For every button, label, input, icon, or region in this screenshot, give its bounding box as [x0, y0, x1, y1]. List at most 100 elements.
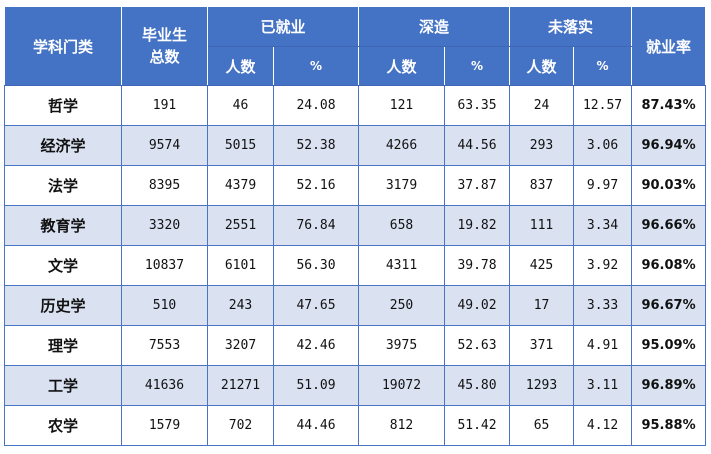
- header-not-placed: 未落实: [509, 6, 633, 47]
- cell-unplaced-percent: 9.97: [573, 165, 633, 206]
- table-row: 法学 8395 4379 52.16 3179 37.87 837 9.97 9…: [4, 165, 707, 206]
- cell-subject: 哲学: [4, 85, 122, 126]
- cell-unplaced-percent: 4.12: [573, 405, 633, 446]
- cell-employed-count: 6101: [207, 245, 274, 286]
- cell-employed-percent: 24.08: [272, 85, 360, 126]
- cell-employment-rate: 95.09%: [631, 325, 707, 366]
- cell-study-count: 19072: [358, 365, 446, 406]
- cell-employed-count: 21271: [207, 365, 274, 406]
- cell-total: 9574: [121, 125, 208, 166]
- cell-unplaced-count: 24: [509, 85, 575, 126]
- cell-subject: 农学: [4, 405, 122, 446]
- cell-total: 7553: [121, 325, 208, 366]
- cell-unplaced-count: 425: [509, 245, 575, 286]
- cell-employment-rate: 96.89%: [631, 365, 707, 406]
- cell-employed-percent: 52.16: [272, 165, 360, 206]
- cell-subject: 法学: [4, 165, 122, 206]
- cell-total: 10837: [121, 245, 208, 286]
- table-row: 哲学 191 46 24.08 121 63.35 24 12.57 87.43…: [4, 85, 707, 126]
- header-study-percent: %: [444, 46, 511, 86]
- cell-unplaced-percent: 3.92: [573, 245, 633, 286]
- cell-study-count: 4311: [358, 245, 446, 286]
- cell-study-count: 3179: [358, 165, 446, 206]
- cell-employed-count: 702: [207, 405, 274, 446]
- cell-subject: 经济学: [4, 125, 122, 166]
- cell-employment-rate: 96.67%: [631, 285, 707, 326]
- cell-unplaced-percent: 3.11: [573, 365, 633, 406]
- cell-employed-count: 46: [207, 85, 274, 126]
- cell-employed-count: 5015: [207, 125, 274, 166]
- cell-employed-percent: 51.09: [272, 365, 360, 406]
- cell-study-count: 812: [358, 405, 446, 446]
- cell-unplaced-count: 293: [509, 125, 575, 166]
- cell-employed-count: 2551: [207, 205, 274, 246]
- cell-study-count: 4266: [358, 125, 446, 166]
- cell-employment-rate: 95.88%: [631, 405, 707, 446]
- cell-study-percent: 39.78: [444, 245, 511, 286]
- header-employed: 已就业: [206, 6, 360, 47]
- cell-subject: 历史学: [4, 285, 122, 326]
- cell-employed-count: 3207: [207, 325, 274, 366]
- table-row: 历史学 510 243 47.65 250 49.02 17 3.33 96.6…: [4, 285, 707, 326]
- table-row: 教育学 3320 2551 76.84 658 19.82 111 3.34 9…: [4, 205, 707, 246]
- employment-table: 学科门类 毕业生总数 已就业 深造 未落实 就业率 人数 % 人数 % 人数 %…: [4, 6, 707, 446]
- header-total: 毕业生总数: [121, 6, 208, 86]
- header-unplaced-percent: %: [573, 46, 633, 86]
- header-rate: 就业率: [631, 6, 707, 86]
- header-study-count: 人数: [358, 46, 446, 86]
- cell-study-percent: 37.87: [444, 165, 511, 206]
- cell-unplaced-count: 17: [509, 285, 575, 326]
- cell-total: 3320: [121, 205, 208, 246]
- cell-study-percent: 51.42: [444, 405, 511, 446]
- cell-study-percent: 63.35: [444, 85, 511, 126]
- cell-employment-rate: 96.08%: [631, 245, 707, 286]
- header-employed-percent: %: [272, 46, 360, 86]
- cell-total: 510: [121, 285, 208, 326]
- cell-study-percent: 49.02: [444, 285, 511, 326]
- header-further-study: 深造: [358, 6, 511, 47]
- header-employed-count: 人数: [207, 46, 274, 86]
- cell-employment-rate: 96.94%: [631, 125, 707, 166]
- cell-study-count: 250: [358, 285, 446, 326]
- cell-employed-count: 4379: [207, 165, 274, 206]
- table-header: 学科门类 毕业生总数 已就业 深造 未落实 就业率 人数 % 人数 % 人数 %: [4, 6, 707, 86]
- cell-study-percent: 52.63: [444, 325, 511, 366]
- cell-employed-count: 243: [207, 285, 274, 326]
- cell-total: 8395: [121, 165, 208, 206]
- cell-study-count: 658: [358, 205, 446, 246]
- cell-unplaced-percent: 3.34: [573, 205, 633, 246]
- header-unplaced-count: 人数: [509, 46, 575, 86]
- cell-unplaced-percent: 4.91: [573, 325, 633, 366]
- cell-total: 1579: [121, 405, 208, 446]
- cell-employed-percent: 52.38: [272, 125, 360, 166]
- cell-unplaced-count: 1293: [509, 365, 575, 406]
- cell-study-percent: 45.80: [444, 365, 511, 406]
- table-row: 农学 1579 702 44.46 812 51.42 65 4.12 95.8…: [4, 405, 707, 446]
- cell-employed-percent: 44.46: [272, 405, 360, 446]
- cell-employed-percent: 56.30: [272, 245, 360, 286]
- cell-employed-percent: 42.46: [272, 325, 360, 366]
- cell-unplaced-percent: 3.06: [573, 125, 633, 166]
- header-row-top: 学科门类 毕业生总数 已就业 深造 未落实 就业率: [4, 6, 707, 86]
- cell-unplaced-percent: 3.33: [573, 285, 633, 326]
- cell-total: 41636: [121, 365, 208, 406]
- cell-subject: 教育学: [4, 205, 122, 246]
- cell-unplaced-count: 111: [509, 205, 575, 246]
- cell-subject: 理学: [4, 325, 122, 366]
- table-row: 理学 7553 3207 42.46 3975 52.63 371 4.91 9…: [4, 325, 707, 366]
- cell-unplaced-count: 65: [509, 405, 575, 446]
- cell-employment-rate: 87.43%: [631, 85, 707, 126]
- cell-employment-rate: 96.66%: [631, 205, 707, 246]
- cell-study-count: 3975: [358, 325, 446, 366]
- cell-study-count: 121: [358, 85, 446, 126]
- cell-employment-rate: 90.03%: [631, 165, 707, 206]
- cell-employed-percent: 47.65: [272, 285, 360, 326]
- cell-employed-percent: 76.84: [272, 205, 360, 246]
- cell-study-percent: 44.56: [444, 125, 511, 166]
- cell-unplaced-count: 837: [509, 165, 575, 206]
- table-body: 哲学 191 46 24.08 121 63.35 24 12.57 87.43…: [4, 85, 707, 446]
- cell-subject: 文学: [4, 245, 122, 286]
- header-row-sub: 人数 % 人数 % 人数 %: [5, 46, 706, 86]
- table-row: 文学 10837 6101 56.30 4311 39.78 425 3.92 …: [4, 245, 707, 286]
- header-subject: 学科门类: [4, 6, 122, 86]
